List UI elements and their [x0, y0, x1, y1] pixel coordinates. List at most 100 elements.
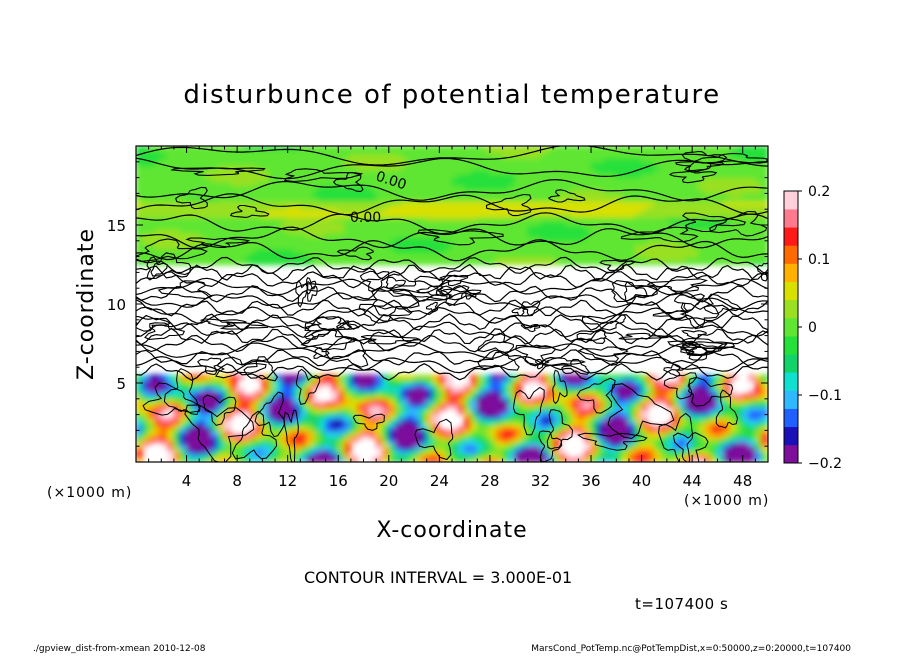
heatmap-cell — [224, 208, 232, 214]
heatmap-cell — [419, 146, 428, 151]
heatmap-cell — [356, 390, 364, 396]
heatmap-cell — [634, 414, 643, 420]
heatmap-cell — [508, 453, 516, 459]
heatmap-cell — [558, 248, 567, 254]
heatmap-cell — [647, 402, 655, 408]
heatmap-cell — [653, 185, 661, 190]
heatmap-cell — [274, 177, 282, 183]
heatmap-cell — [628, 173, 636, 179]
heatmap-cell — [672, 188, 680, 194]
heatmap-cell — [394, 256, 402, 262]
heatmap-cell — [647, 378, 655, 384]
heatmap-cell — [476, 177, 485, 183]
heatmap-cell — [445, 224, 453, 230]
heatmap-cell — [704, 422, 712, 427]
heatmap-cell — [571, 153, 579, 159]
heatmap-cell — [331, 157, 339, 163]
heatmap-cell — [382, 185, 390, 190]
heatmap-cell — [407, 252, 415, 258]
heatmap-cell — [527, 177, 535, 183]
heatmap-cell — [192, 204, 200, 210]
heatmap-cell — [173, 200, 181, 206]
heatmap-cell — [508, 449, 516, 455]
heatmap-cell — [615, 177, 624, 183]
heatmap-cell — [312, 212, 320, 218]
heatmap-cell — [299, 192, 308, 198]
heatmap-cell — [400, 224, 409, 230]
heatmap-cell — [723, 414, 731, 420]
heatmap-cell — [748, 200, 756, 206]
heatmap-cell — [167, 161, 175, 167]
heatmap-cell — [432, 224, 440, 230]
heatmap-cell — [299, 433, 308, 439]
heatmap-cell — [622, 200, 630, 206]
heatmap-cell — [679, 433, 687, 439]
heatmap-cell — [230, 382, 238, 388]
heatmap-cell — [154, 386, 162, 392]
heatmap-cell — [754, 157, 763, 163]
heatmap-cell — [293, 449, 301, 455]
heatmap-cell — [167, 256, 175, 262]
heatmap-cell — [280, 153, 289, 159]
heatmap-cell — [622, 433, 630, 439]
heatmap-cell — [716, 188, 725, 194]
heatmap-cell — [375, 216, 383, 222]
heatmap-cell — [679, 161, 687, 167]
heatmap-cell — [154, 418, 162, 424]
heatmap-cell — [742, 173, 750, 179]
heatmap-cell — [698, 200, 706, 206]
heatmap-cell — [148, 244, 156, 250]
heatmap-cell — [748, 437, 756, 443]
heatmap-cell — [533, 429, 541, 435]
heatmap-cell — [211, 216, 219, 222]
heatmap-cell — [224, 390, 232, 396]
heatmap-cell — [571, 429, 579, 435]
heatmap-cell — [584, 212, 592, 218]
heatmap-cell — [603, 220, 611, 226]
heatmap-cell — [647, 212, 655, 218]
heatmap-cell — [167, 224, 175, 230]
heatmap-cell — [533, 200, 541, 206]
heatmap-cell — [136, 204, 143, 210]
heatmap-cell — [382, 429, 390, 435]
heatmap-cell — [470, 192, 478, 198]
heatmap-cell — [565, 260, 573, 266]
heatmap-cell — [552, 157, 560, 163]
heatmap-cell — [369, 232, 377, 238]
heatmap-cell — [224, 248, 232, 254]
heatmap-cell — [261, 414, 270, 420]
heatmap-cell — [438, 260, 447, 266]
heatmap-cell — [540, 149, 548, 155]
heatmap-cell — [356, 192, 364, 198]
heatmap-cell — [533, 169, 541, 175]
heatmap-cell — [242, 228, 251, 234]
heatmap-cell — [521, 149, 529, 155]
heatmap-cell — [584, 196, 592, 202]
heatmap-cell — [540, 212, 548, 218]
heatmap-cell — [136, 449, 143, 455]
heatmap-cell — [242, 398, 251, 404]
heatmap-cell — [565, 212, 573, 218]
heatmap-cell — [205, 212, 213, 218]
heatmap-cell — [540, 437, 548, 443]
heatmap-cell — [672, 252, 680, 258]
heatmap-cell — [186, 216, 194, 222]
heatmap-cell — [413, 457, 421, 462]
heatmap-cell — [641, 216, 649, 222]
heatmap-cell — [268, 228, 276, 234]
heatmap-cell — [280, 204, 289, 210]
heatmap-cell — [141, 192, 150, 198]
heatmap-cell — [419, 449, 428, 455]
heatmap-cell — [464, 161, 472, 167]
heatmap-cell — [603, 146, 611, 151]
heatmap-cell — [375, 374, 383, 380]
heatmap-cell — [344, 390, 352, 396]
heatmap-cell — [173, 449, 181, 455]
heatmap-cell — [666, 457, 674, 462]
heatmap-cell — [230, 169, 238, 175]
heatmap-cell — [375, 437, 383, 443]
heatmap-cell — [394, 386, 402, 392]
heatmap-cell — [552, 445, 560, 451]
heatmap-cell — [136, 418, 143, 424]
heatmap-cell — [489, 410, 497, 416]
